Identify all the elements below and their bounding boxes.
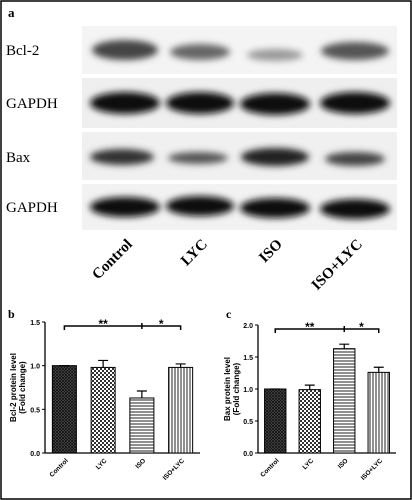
y-tick-label: 0.5 (30, 407, 40, 414)
bar (51, 365, 77, 454)
lane-label: Control (89, 237, 135, 283)
x-tick-label: ISO+LYC (162, 457, 187, 482)
error-bar (373, 366, 384, 373)
y-tick-label: 1.5 (30, 320, 40, 327)
x-tick-label: ISO (134, 457, 147, 470)
bar (129, 397, 155, 454)
x-tick-label: LYC (95, 457, 109, 471)
bar (367, 371, 390, 454)
error-bar (136, 390, 147, 398)
blot-row-label: Bcl-2 (6, 43, 39, 59)
lane-label: ISO (256, 237, 286, 267)
bar (264, 388, 287, 454)
blot-row-label: Bax (6, 150, 31, 166)
panel-label: b (8, 307, 15, 321)
y-tick-label: 0.5 (243, 419, 253, 426)
blot-row-label: GAPDH (6, 96, 58, 112)
lane-label: LYC (178, 237, 211, 270)
x-tick-label: Control (259, 457, 280, 478)
y-tick-label: 1.0 (243, 387, 253, 394)
bar (298, 389, 321, 454)
bar (90, 366, 116, 454)
panel-label: a (8, 5, 15, 20)
bar (168, 366, 194, 454)
blot-row-label: GAPDH (6, 200, 58, 216)
y-axis-label: (Fold change) (18, 361, 27, 414)
y-axis-label: Bax protein level (223, 357, 232, 421)
error-bar (304, 384, 315, 390)
y-tick-label: 1.5 (243, 355, 253, 362)
x-tick-label: ISO (337, 457, 350, 470)
x-tick-label: LYC (301, 457, 315, 471)
bar (333, 348, 356, 454)
y-tick-label: 1.0 (30, 364, 40, 371)
x-tick-label: ISO+LYC (360, 457, 385, 482)
error-bar (339, 343, 350, 349)
significance-label: ** (305, 320, 315, 334)
significance-label: * (159, 317, 164, 331)
y-axis-label: (Fold change) (232, 362, 241, 415)
error-bar (98, 359, 109, 368)
significance-bracket (63, 323, 182, 330)
error-bar (175, 363, 186, 368)
panel-label: c (226, 307, 232, 321)
lane-label: ISO+LYC (309, 237, 366, 294)
blot-image (82, 26, 397, 230)
x-tick-label: Control (48, 457, 69, 478)
significance-label: ** (98, 317, 108, 331)
significance-bracket (274, 326, 380, 333)
y-axis-label: Bcl-2 protein level (9, 353, 18, 422)
y-tick-label: 0.0 (243, 451, 253, 458)
y-tick-label: 0.0 (30, 451, 40, 458)
significance-label: * (359, 320, 364, 334)
y-tick-label: 2.0 (243, 323, 253, 330)
